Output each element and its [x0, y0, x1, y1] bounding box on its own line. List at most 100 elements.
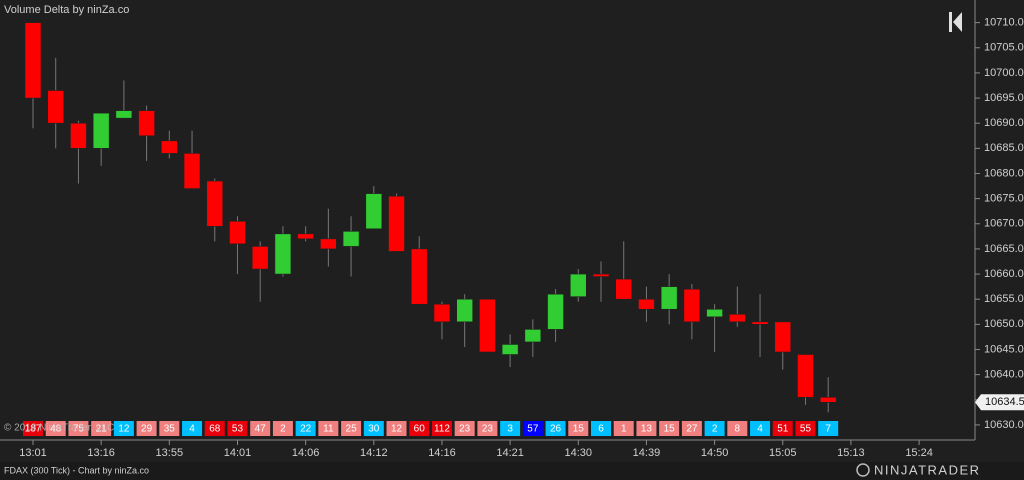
delta-box	[500, 421, 521, 436]
delta-label: 55	[800, 424, 812, 435]
candle-body	[388, 195, 405, 252]
x-tick-label: 14:21	[496, 447, 524, 459]
delta-box	[113, 421, 134, 436]
delta-box	[568, 421, 589, 436]
delta-label: 53	[232, 424, 244, 435]
delta-box	[204, 421, 225, 436]
x-tick-label: 14:01	[224, 447, 252, 459]
delta-label: 60	[414, 424, 426, 435]
collapse-icon[interactable]	[949, 12, 962, 32]
delta-box	[818, 421, 839, 436]
delta-box	[795, 421, 816, 436]
delta-label: 15	[573, 424, 585, 435]
x-tick-label: 13:55	[156, 447, 184, 459]
delta-label: 7	[825, 424, 831, 435]
y-tick-label: 10660.0	[984, 268, 1024, 280]
icon-arrow	[953, 12, 962, 32]
delta-box	[45, 421, 66, 436]
x-tick-label: 14:16	[428, 447, 456, 459]
y-tick-label: 10670.0	[984, 218, 1024, 230]
delta-box	[681, 421, 702, 436]
delta-box	[613, 421, 634, 436]
candle-body	[342, 231, 360, 247]
delta-box	[591, 421, 611, 436]
delta-label: 75	[73, 424, 85, 435]
delta-box	[272, 421, 293, 436]
y-tick-label: 10665.0	[984, 243, 1024, 255]
x-tick-label: 13:16	[87, 447, 115, 459]
y-tick-label: 10630.0	[984, 419, 1024, 431]
candle-body	[638, 298, 655, 310]
candle-body	[161, 140, 178, 154]
delta-box	[23, 421, 43, 436]
candle-body	[92, 112, 110, 149]
y-tick-label: 10645.0	[984, 343, 1024, 355]
delta-label: 30	[368, 424, 380, 435]
candle-body	[729, 313, 746, 323]
delta-box	[659, 421, 680, 436]
y-tick-label: 10675.0	[984, 193, 1024, 205]
delta-box	[182, 421, 203, 436]
delta-box	[431, 421, 452, 436]
delta-label: 22	[300, 424, 312, 435]
delta-label: 12	[118, 424, 130, 435]
candle-body	[183, 153, 201, 189]
delta-label: 3	[507, 424, 513, 435]
delta-label: 51	[777, 424, 789, 435]
delta-box	[68, 421, 89, 436]
delta-box	[522, 421, 543, 436]
footer: FDAX (300 Tick) - Chart by ninZa.co	[4, 465, 149, 475]
x-tick-label: 15:24	[905, 447, 933, 459]
candle-body	[479, 298, 496, 353]
delta-label: 29	[141, 424, 153, 435]
candle-body	[774, 321, 792, 353]
x-tick-label: 15:13	[837, 447, 865, 459]
candle-body	[501, 344, 519, 355]
delta-box	[136, 421, 157, 436]
delta-box	[454, 421, 475, 436]
y-tick-label: 10685.0	[984, 142, 1024, 154]
delta-label: 68	[209, 424, 221, 435]
delta-box	[704, 421, 725, 436]
candle-body	[138, 110, 155, 137]
delta-box	[341, 421, 362, 436]
delta-box	[363, 421, 384, 436]
icon-bar	[949, 12, 952, 32]
candle-body	[229, 220, 246, 245]
x-tick-label: 14:30	[565, 447, 593, 459]
candle-body	[751, 321, 769, 325]
candle-body	[797, 354, 814, 398]
candle-body	[320, 238, 337, 250]
delta-label: 57	[527, 424, 539, 435]
y-tick-label: 10695.0	[984, 92, 1024, 104]
candle-body	[47, 90, 65, 124]
delta-label: 15	[664, 424, 676, 435]
delta-label: 47	[255, 424, 267, 435]
y-tick-label: 10655.0	[984, 293, 1024, 305]
candle-body	[592, 273, 610, 277]
chart-title: Volume Delta by ninZa.co	[4, 4, 129, 16]
delta-label: 1	[621, 424, 627, 435]
delta-box	[318, 421, 339, 436]
delta-label: 112	[434, 424, 450, 435]
status-bar	[0, 462, 1024, 480]
x-tick-label: 15:05	[769, 447, 797, 459]
delta-box	[227, 421, 248, 436]
delta-label: 4	[189, 424, 195, 435]
delta-label: 48	[50, 424, 62, 435]
delta-box	[727, 421, 748, 436]
candle-body	[24, 22, 42, 99]
y-tick-label: 10650.0	[984, 318, 1024, 330]
candle-body	[251, 246, 269, 270]
candle-body	[433, 303, 451, 323]
candle-body	[819, 396, 837, 403]
last-price-label: 10634.5	[985, 396, 1024, 408]
delta-label: 23	[482, 424, 494, 435]
y-tick-label: 10680.0	[984, 167, 1024, 179]
candle-body	[524, 329, 542, 343]
copyright: © 2018 NinjaTrader, LLC	[4, 423, 114, 434]
x-tick-label: 14:39	[633, 447, 661, 459]
x-tick-label: 14:50	[701, 447, 729, 459]
